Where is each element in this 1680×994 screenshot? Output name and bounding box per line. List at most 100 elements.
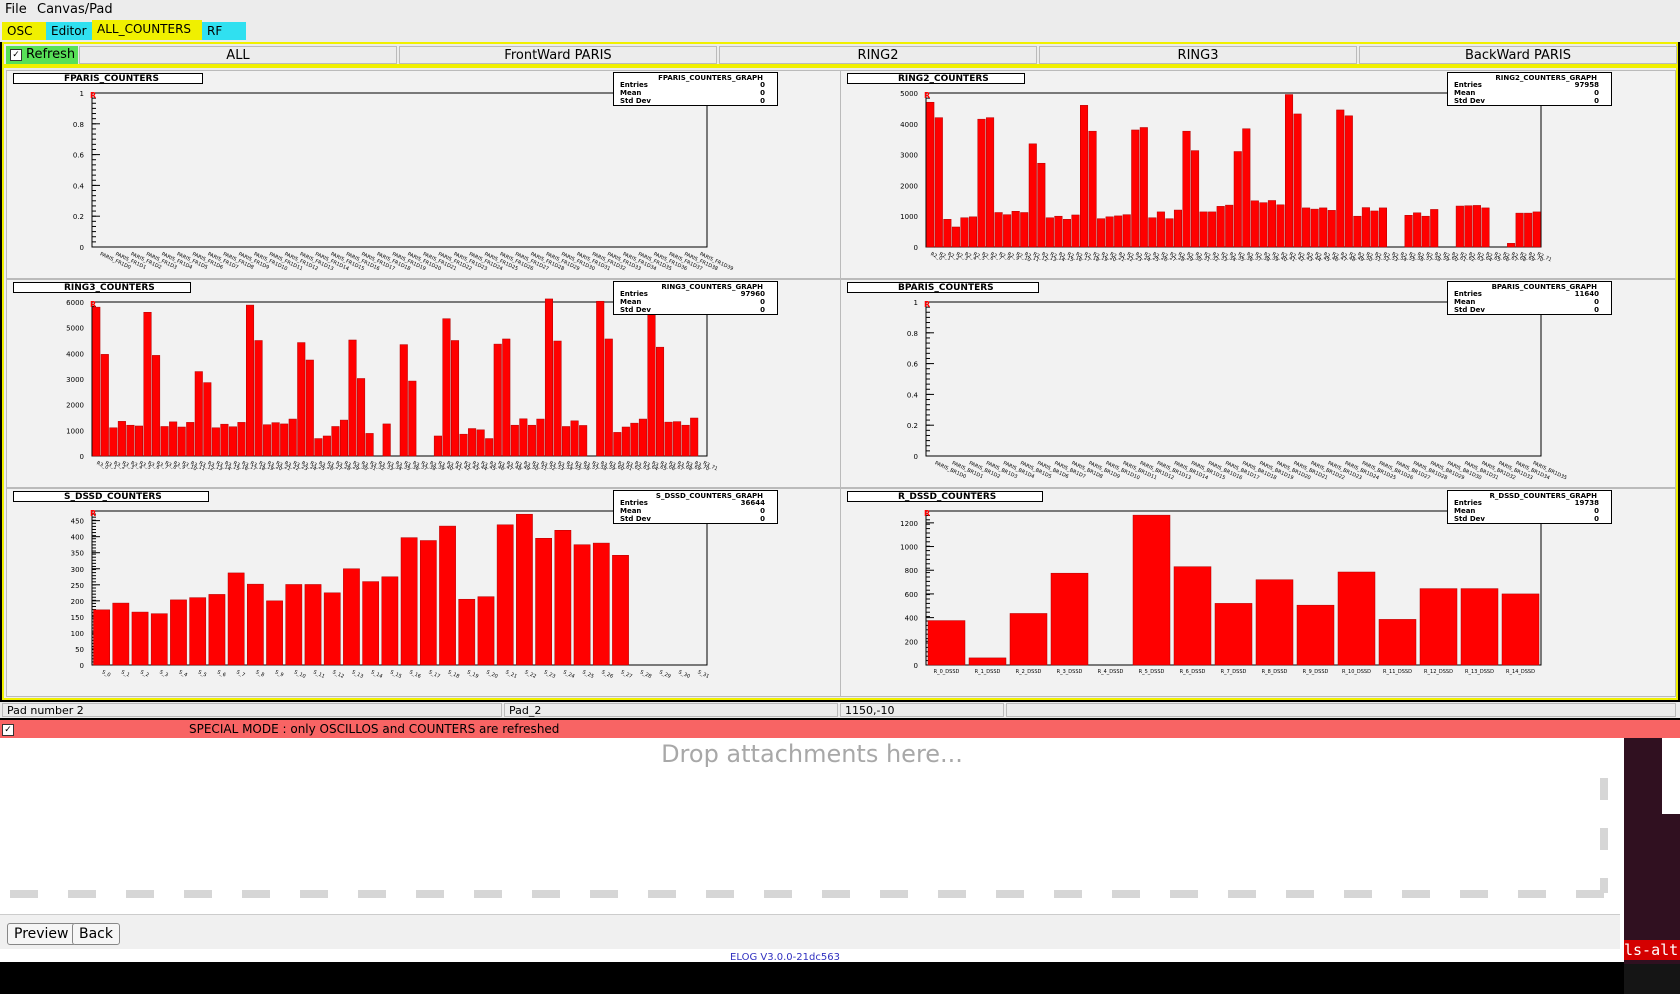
special-mode-checkbox-icon[interactable]: ✓ <box>2 723 14 736</box>
bar <box>1080 105 1089 248</box>
pad-bparis-counters[interactable]: BPARIS_COUNTERS BPARIS_COUNTERS_GRAPH Entr… <box>840 279 1676 488</box>
stats-box: S_DSSD_COUNTERS_GRAPH Entries 36644 Mean 0 St… <box>613 490 778 524</box>
bar <box>527 424 536 457</box>
bar <box>1296 604 1335 666</box>
bar <box>150 613 168 666</box>
menu-file[interactable]: File <box>5 2 27 17</box>
stats-box: RING2_COUNTERS_GRAPH Entries 97958 Mean 0 Std… <box>1447 72 1612 106</box>
pad-ring2-counters[interactable]: RING2_COUNTERS RING2_COUNTERS_GRAPH Entrie… <box>840 70 1676 279</box>
bar <box>280 423 289 457</box>
pad-s-dssd-counters[interactable]: S_DSSD_COUNTERS S_DSSD_COUNTERS_GRAPH Entr… <box>6 488 842 697</box>
bar <box>1413 212 1422 248</box>
x-tick-label: R_7_DSSD <box>1221 669 1247 675</box>
y-tick-label: 0.4 <box>907 391 919 399</box>
pad-ring3-counters[interactable]: RING3_COUNTERS RING3_COUNTERS_GRAPH Entrie… <box>6 279 842 488</box>
y-tick-label: 1200 <box>900 520 918 528</box>
sub-tabs: ✓ Refresh ALL FrontWard PARIS RING2 RING3… <box>2 42 1678 66</box>
bar <box>1276 204 1285 248</box>
taskbar <box>1624 964 1680 994</box>
bar <box>1165 218 1174 248</box>
bar <box>247 583 264 666</box>
bar <box>1062 219 1071 248</box>
bar <box>211 427 220 457</box>
menu-bar: File Canvas/Pad <box>0 0 1680 20</box>
x-tick-label: S_23 <box>543 669 556 680</box>
bar <box>297 342 306 457</box>
bar <box>131 611 149 666</box>
bar <box>1319 207 1328 248</box>
bar <box>362 581 380 666</box>
tab-rf[interactable]: RF <box>202 22 246 40</box>
x-tick-label: R_14_DSSD <box>1506 669 1535 675</box>
subtab-frontward-paris[interactable]: FrontWard PARIS <box>399 46 717 64</box>
drop-zone-border-right <box>1600 778 1608 893</box>
bar <box>399 344 408 457</box>
refresh-toggle[interactable]: ✓ Refresh <box>6 46 78 64</box>
bar <box>1532 211 1541 248</box>
histogram-plot: 00.20.40.60.81 RPARIS_BR1D0PARIS_BR1D1PAR… <box>907 299 1568 481</box>
x-tick-label: R_2_DSSD <box>1016 669 1042 675</box>
bar <box>228 426 237 457</box>
x-tick-label: S_2 <box>139 669 150 678</box>
y-tick-label: 2000 <box>900 182 918 190</box>
y-tick-label: 6000 <box>66 299 84 307</box>
bar <box>357 378 366 457</box>
back-button[interactable]: Back <box>72 923 120 945</box>
bar <box>117 421 126 457</box>
bar <box>92 306 101 457</box>
tab-all-counters[interactable]: ALL_COUNTERS <box>92 20 202 40</box>
chart-title: R_DSSD_COUNTERS <box>847 491 1043 502</box>
bar <box>1191 150 1200 248</box>
subtab-ring3[interactable]: RING3 <box>1039 46 1357 64</box>
bar <box>285 584 303 666</box>
subtab-backward-paris[interactable]: BackWard PARIS <box>1359 46 1677 64</box>
stats-title: R_DSSD_COUNTERS_GRAPH <box>1489 492 1597 500</box>
y-tick-label: 200 <box>905 638 918 646</box>
chart-title: S_DSSD_COUNTERS <box>13 491 209 502</box>
preview-button[interactable]: Preview <box>7 923 76 945</box>
bar <box>93 609 110 666</box>
tab-editor[interactable]: Editor <box>46 22 92 40</box>
x-tick-label: R2_9 <box>1006 251 1020 262</box>
x-tick-label: R2_4 <box>964 251 978 262</box>
y-tick-label: 0.4 <box>73 182 85 190</box>
menu-canvas-pad[interactable]: Canvas/Pad <box>37 2 113 17</box>
bar <box>1455 205 1464 248</box>
pad-fparis-counters[interactable]: FPARIS_COUNTERS FPARIS_COUNTERS_GRAPH Entr… <box>6 70 842 279</box>
drop-attachments-zone[interactable]: Drop attachments here... <box>661 740 963 768</box>
bar <box>604 338 613 457</box>
stats-title: BPARIS_COUNTERS_GRAPH <box>1491 283 1597 291</box>
bar <box>535 538 552 666</box>
elog-attachment-area: Drop attachments here... Preview Back EL… <box>0 738 1624 963</box>
axis-marker: R <box>924 300 930 309</box>
x-tick-label: S_24 <box>562 669 575 680</box>
y-tick-label: 1 <box>914 299 918 307</box>
x-tick-label: S_15 <box>389 669 402 680</box>
bar <box>400 537 418 666</box>
subtab-ring2[interactable]: RING2 <box>719 46 1037 64</box>
root-canvas[interactable]: FPARIS_COUNTERS FPARIS_COUNTERS_GRAPH Entr… <box>2 66 1678 700</box>
x-tick-label: R_5_DSSD <box>1139 669 1165 675</box>
stats-mean: Mean 0 <box>1454 507 1599 515</box>
bar <box>189 597 207 666</box>
y-tick-label: 800 <box>905 567 918 575</box>
histogram-plot: 0 50 100 150 200 250 300 350 400 450 R S_0 S_1 S_2 S_3… <box>71 509 710 680</box>
bar <box>968 657 1007 666</box>
stats-mean: Mean 0 <box>620 89 765 97</box>
bar <box>1214 603 1253 666</box>
x-tick-label: S_28 <box>639 669 652 680</box>
bar <box>1515 212 1524 248</box>
bar <box>170 599 187 666</box>
x-tick-label: R2_1 <box>938 251 952 262</box>
bar <box>246 304 255 457</box>
stats-box: FPARIS_COUNTERS_GRAPH Entries 0 Mean 0 Std De… <box>613 72 778 106</box>
bar <box>194 371 203 457</box>
subtab-all[interactable]: ALL <box>79 46 397 64</box>
bar <box>573 544 591 666</box>
pad-r-dssd-counters[interactable]: R_DSSD_COUNTERS R_DSSD_COUNTERS_GRAPH Entr… <box>840 488 1676 697</box>
x-tick-label: S_18 <box>447 669 460 680</box>
tab-osc[interactable]: OSC <box>2 22 46 40</box>
x-tick-label: R3_2 <box>113 460 127 471</box>
refresh-checkbox-icon[interactable]: ✓ <box>10 48 22 61</box>
